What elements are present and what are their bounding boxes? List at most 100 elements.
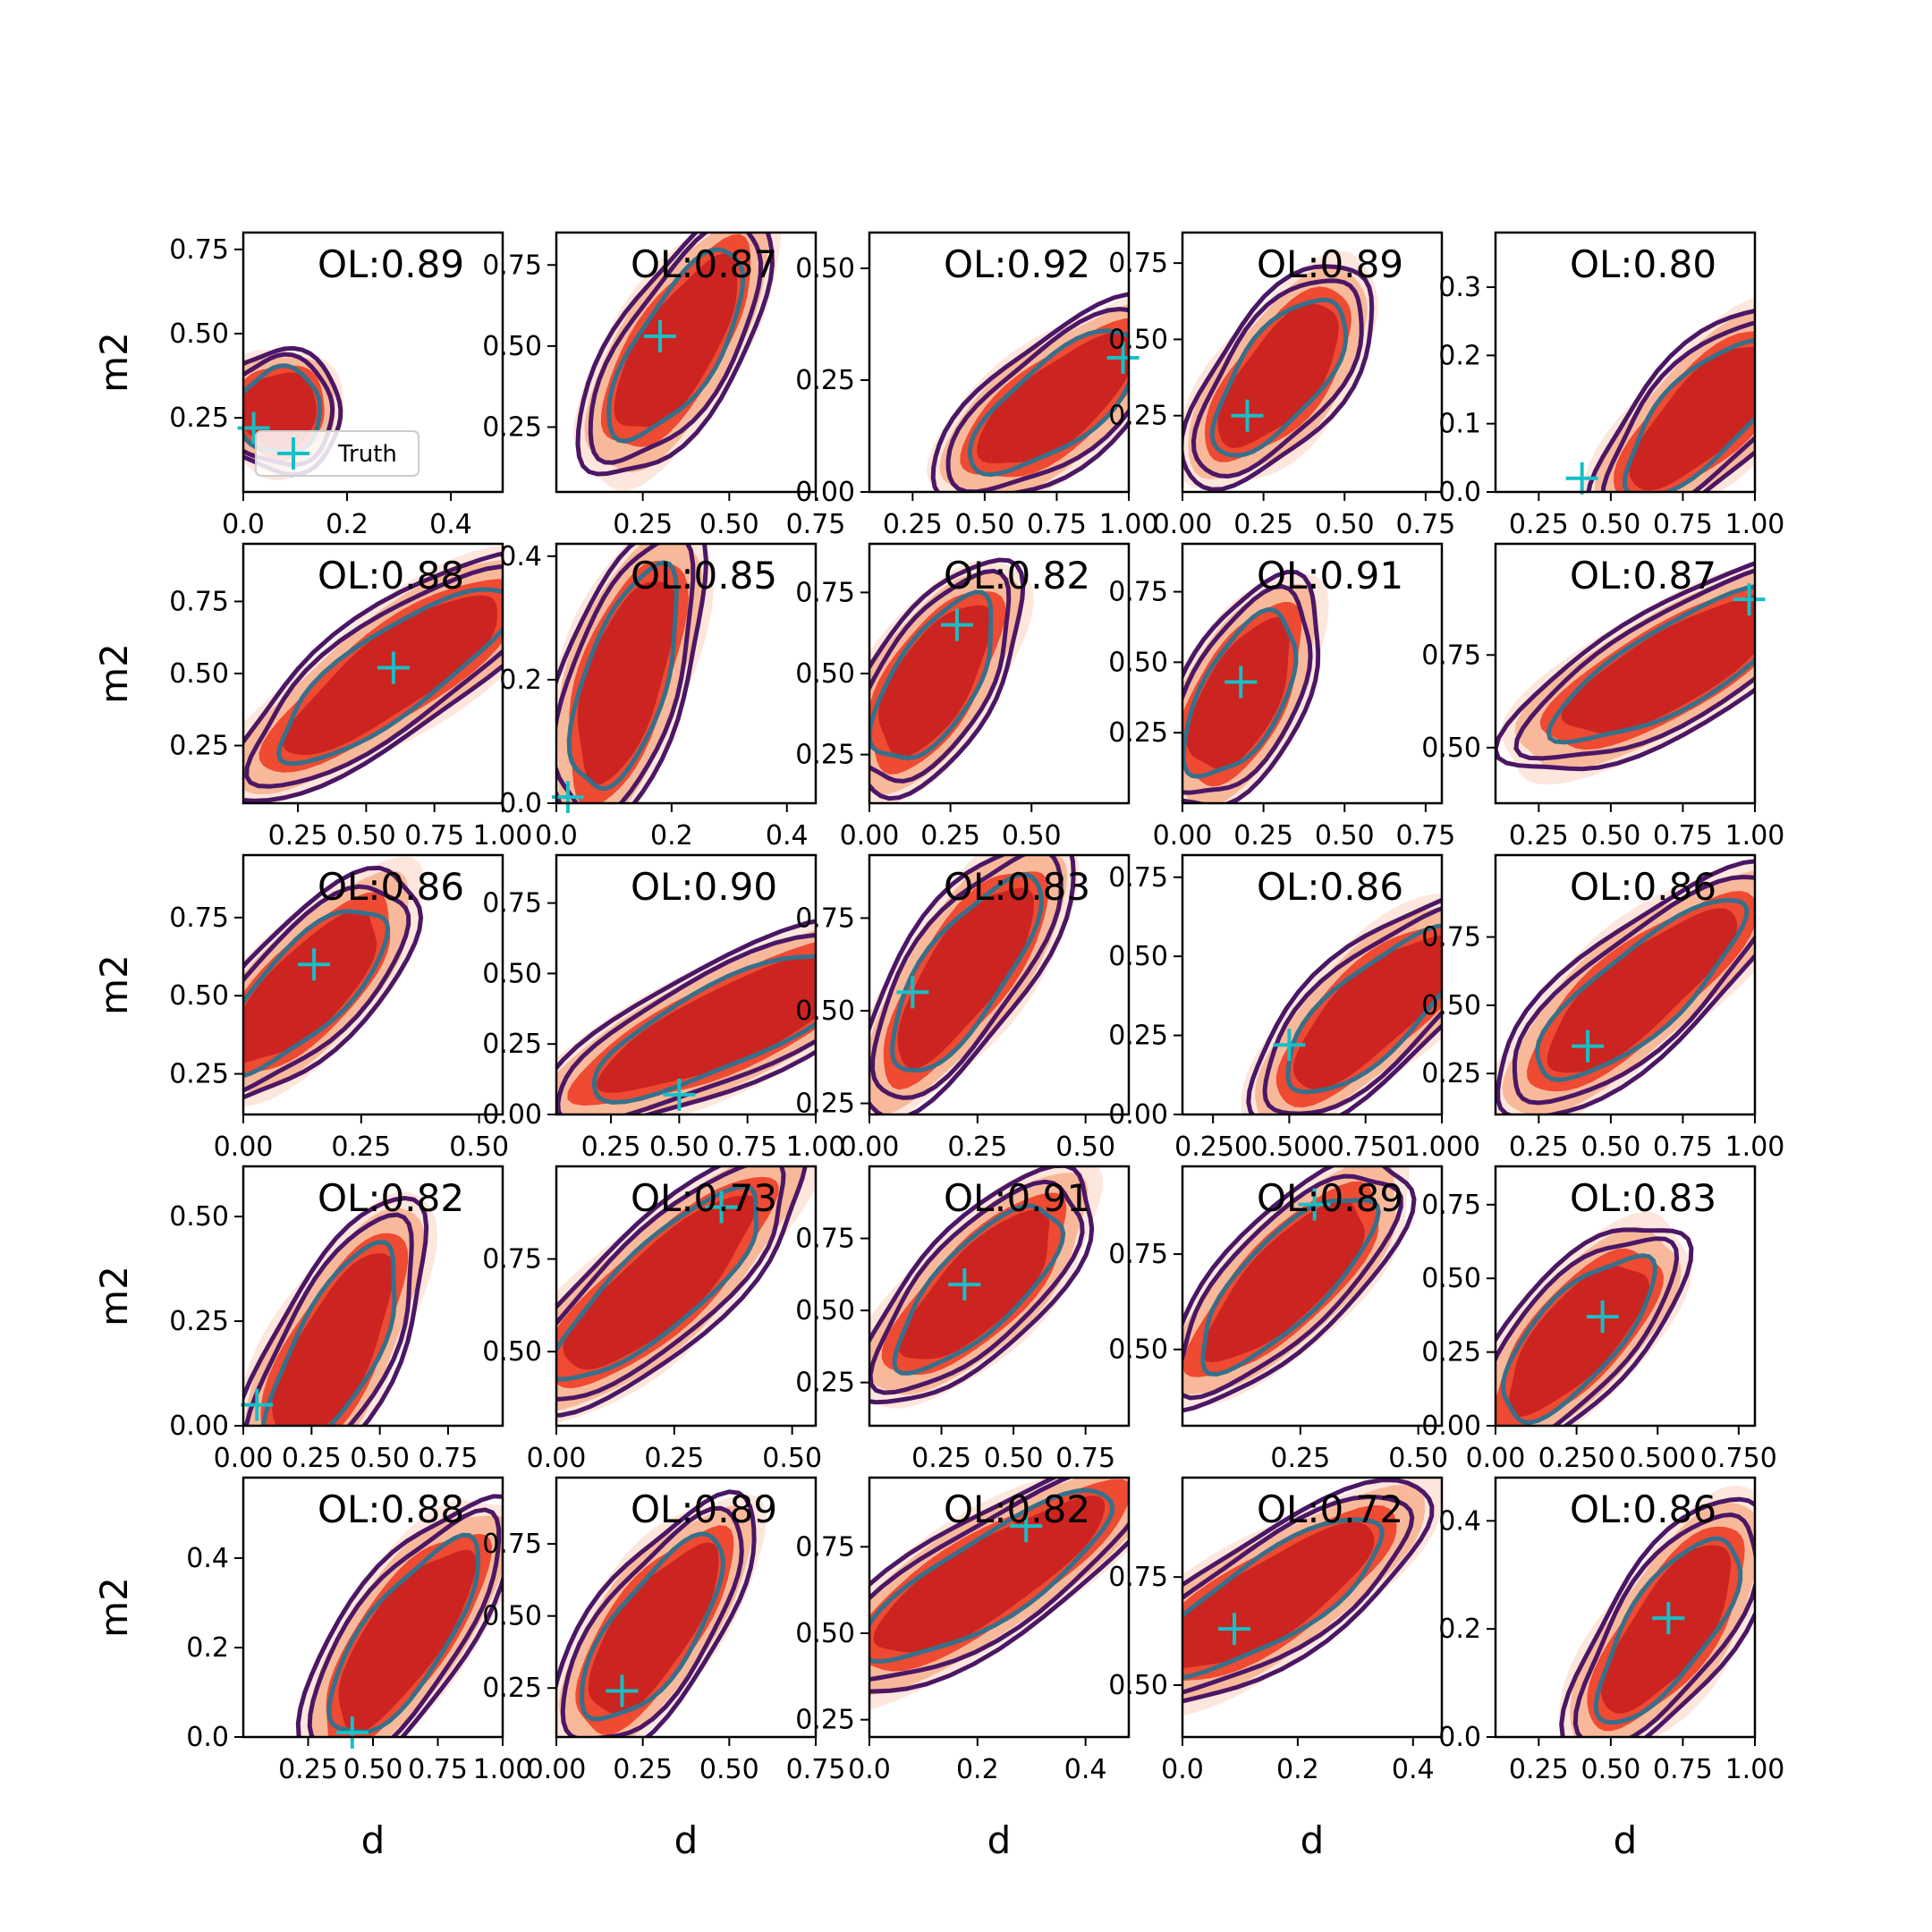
x-tick-label: 1.00 [1725,509,1785,540]
truth-marker [948,1268,981,1301]
outer-contour-2 [1496,1236,1680,1426]
inner-contour [606,247,746,444]
x-tick-label: 0.00 [1153,820,1213,852]
axes-frame [555,1165,818,1428]
y-tick-label: 0.25 [1108,1021,1168,1052]
density-level-4 [614,253,738,428]
density-contours [243,1191,437,1426]
outer-contour-1 [869,1478,1129,1694]
y-tick-label: 0.50 [795,658,855,690]
x-tick-label: 0.75 [404,820,464,852]
x-tick-label: 0.75 [1653,509,1713,540]
inner-contour [1500,1253,1657,1426]
x-tick-label: 0.50 [984,1443,1044,1474]
overlap-label: OL:0.83 [944,865,1090,909]
x-tick-label: 0.25 [278,1754,338,1785]
x-axis-label: d [361,1818,386,1862]
x-tick-label: 0.50 [1055,1131,1115,1163]
outer-contour-2 [869,1478,1129,1682]
axes-frame [242,231,504,494]
outer-contour-2 [243,1212,414,1426]
y-tick-label: 0.50 [1108,1335,1168,1366]
panel: 0.00 0.25 0.50 0.50 0.75 OL:0.73 [482,1165,822,1474]
x-tick-label: 0.50 [762,1443,822,1474]
density-contours [1496,561,1755,785]
truth-marker [1231,399,1264,432]
inner-contour [275,587,503,767]
outer-contour-1 [1246,897,1442,1114]
y-tick-label: 0.00 [1108,1099,1168,1131]
outer-contour-1 [1182,569,1321,803]
panel: 0.00 0.25 0.50 0.75 0.25 0.50 0.75 OL:0.89 d [482,1476,845,1862]
y-tick-label: 0.75 [795,577,855,608]
x-axis-label: d [1614,1818,1638,1862]
density-level-4 [1629,347,1755,491]
y-tick-label: 0.75 [795,1531,855,1563]
density-level-4 [271,1253,394,1426]
axes-frame [1494,1476,1757,1739]
axes-frame [1494,231,1757,494]
x-tick-label: 0.4 [1392,1754,1435,1785]
outer-contour-1 [243,865,424,1100]
x-tick-label: 0.00 [527,1754,587,1785]
inner-contour [1209,297,1349,458]
x-tick-label: 1.00 [1725,1754,1785,1785]
x-tick-label: 0.50 [954,509,1014,540]
overlap-label: OL:0.86 [1570,1487,1716,1531]
y-tick-label: 0.2 [1438,1614,1481,1645]
y-tick-label: 0.75 [1108,1562,1168,1593]
y-tick-label: 0.50 [1108,1670,1168,1701]
x-tick-label: 0.50 [1315,820,1375,852]
outer-contour-2 [243,884,411,1093]
inner-contour [556,1183,759,1382]
outer-contour-2 [945,306,1129,492]
overlap-label: OL:0.82 [318,1176,464,1220]
y-tick-label: 0.75 [795,1224,855,1255]
outer-contour-2 [869,1179,1085,1395]
y-tick-label: 0.4 [1438,1505,1481,1537]
y-tick-label: 0.50 [482,958,542,989]
x-tick-label: 0.0 [1161,1754,1204,1785]
truth-marker [1733,583,1766,616]
overlap-label: OL:0.89 [1257,242,1403,286]
y-tick-label: 0.75 [1421,640,1481,671]
x-tick-label: 0.4 [1064,1754,1107,1785]
inner-contour [1546,584,1755,745]
y-tick-label: 0.25 [1421,1058,1481,1089]
axes-frame [868,853,1131,1116]
overlap-label: OL:0.89 [631,1487,777,1531]
axes-frame [242,853,504,1116]
overlap-label: OL:0.90 [631,865,777,909]
x-tick-label: 0.00 [1153,509,1213,540]
outer-contour-1 [1586,308,1755,492]
outer-contour-1 [243,1195,429,1426]
panel: 0.0 0.2 0.4 0.0 0.2 0.4 OL:0.85 [499,541,818,852]
inner-contour [889,872,1044,1073]
density-contours [926,292,1129,492]
density-level-4 [1182,1521,1375,1668]
inner-contour [566,560,679,792]
axes-frame [1181,542,1444,805]
y-tick-label: 0.25 [1108,401,1168,432]
overlap-label: OL:0.88 [318,554,464,597]
overlap-label: OL:0.87 [631,242,777,286]
x-tick-label: 0.4 [766,820,809,852]
truth-marker [1010,1510,1043,1543]
panel: 0.00 0.25 0.50 0.25 0.50 0.75 OL:0.83 [795,853,1131,1163]
x-tick-label: 0.25 [613,509,673,540]
y-tick-label: 0.75 [1108,248,1168,279]
panel: 0.00 0.25 0.50 0.25 0.50 0.75 OL:0.82 [795,542,1131,852]
y-tick-label: 0.50 [482,331,542,362]
density-level-4 [1546,908,1738,1073]
x-tick-label: 0.0 [222,509,265,540]
outer-contour-2 [556,544,696,803]
inner-contour [892,1203,1066,1376]
density-level-4 [577,581,677,785]
axes-frame [1181,853,1444,1116]
density-level-4 [243,910,377,1063]
x-tick-label: 0.750 [1327,1131,1404,1163]
x-tick-label: 0.00 [840,1131,900,1163]
panel: 0.25 0.50 0.75 1.00 0.0 0.1 0.2 0.3 OL:0.80 [1438,231,1785,540]
